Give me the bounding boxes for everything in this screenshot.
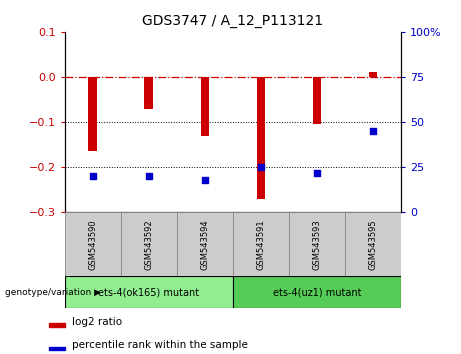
Bar <box>65 212 121 276</box>
Point <box>313 170 321 176</box>
Text: GSM543590: GSM543590 <box>88 219 97 270</box>
Point <box>145 173 152 179</box>
Text: log2 ratio: log2 ratio <box>72 317 122 327</box>
Text: GSM543593: GSM543593 <box>313 219 321 270</box>
Point <box>369 129 377 134</box>
Bar <box>313 77 321 124</box>
Bar <box>144 77 153 109</box>
Bar <box>369 73 377 77</box>
Text: percentile rank within the sample: percentile rank within the sample <box>72 340 248 350</box>
Bar <box>233 212 289 276</box>
Text: GSM543595: GSM543595 <box>368 219 378 270</box>
Bar <box>345 212 401 276</box>
Bar <box>289 212 345 276</box>
Bar <box>233 276 401 308</box>
Text: GSM543592: GSM543592 <box>144 219 153 270</box>
Bar <box>89 77 97 150</box>
Text: genotype/variation ▶: genotype/variation ▶ <box>5 287 100 297</box>
Text: GSM543594: GSM543594 <box>200 219 209 270</box>
Text: GSM543591: GSM543591 <box>256 219 266 270</box>
Bar <box>177 212 233 276</box>
Text: ets-4(ok165) mutant: ets-4(ok165) mutant <box>98 287 199 297</box>
Bar <box>201 77 209 136</box>
Text: ets-4(uz1) mutant: ets-4(uz1) mutant <box>273 287 361 297</box>
Point <box>201 177 208 183</box>
Bar <box>65 276 233 308</box>
Title: GDS3747 / A_12_P113121: GDS3747 / A_12_P113121 <box>142 14 323 28</box>
Bar <box>49 324 65 327</box>
Bar <box>121 212 177 276</box>
Point <box>89 173 96 179</box>
Point <box>257 164 265 170</box>
Bar <box>257 77 265 199</box>
Bar <box>49 347 65 350</box>
